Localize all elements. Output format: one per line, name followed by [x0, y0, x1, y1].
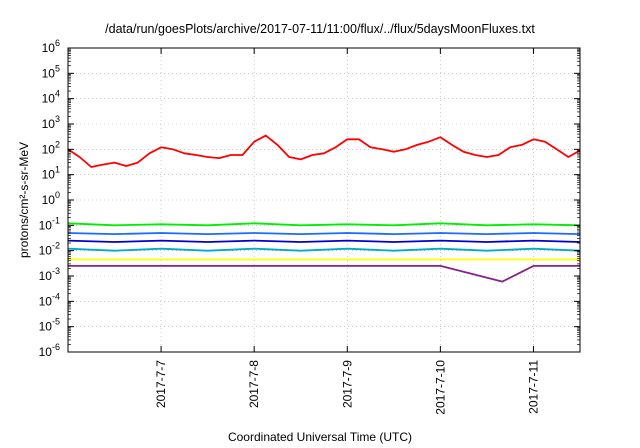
x-axis-ticks: 2017-7-7 2017-7-8 2017-7-9 2017-7-10 2017-7-… [154, 48, 540, 415]
y-tick-label: 105 [42, 63, 60, 80]
series-line-3 [67, 232, 581, 235]
x-axis-label: Coordinated Universal Time (UTC) [227, 430, 413, 444]
y-tick-label: 101 [42, 165, 60, 182]
y-tick-label: 100 [42, 190, 60, 207]
y-axis-label: protons/cm²-s-sr-MeV [17, 141, 31, 259]
series-line-1 [67, 134, 581, 168]
y-tick-label: 104 [42, 89, 60, 106]
series-line-2 [67, 222, 581, 227]
y-tick-label: 106 [42, 38, 60, 55]
y-tick-label: 10-2 [39, 241, 60, 258]
x-tick-label: 2017-7-7 [154, 360, 168, 408]
series-group [67, 134, 581, 283]
x-tick-label: 2017-7-10 [433, 360, 447, 415]
y-tick-label: 102 [42, 139, 60, 156]
series-line-7 [68, 265, 580, 283]
y-tick-label: 10-5 [39, 317, 60, 334]
grid-lines [68, 48, 580, 352]
y-tick-label: 10-3 [39, 266, 60, 283]
series-line-5 [67, 247, 581, 252]
x-tick-label: 2017-7-11 [526, 360, 540, 414]
y-tick-label: 103 [42, 114, 60, 131]
y-tick-label: 10-1 [39, 215, 60, 232]
y-tick-label: 10-4 [39, 291, 60, 308]
series-line-4 [67, 239, 581, 243]
chart-title: /data/run/goesPlots/archive/2017-07-11/1… [105, 22, 535, 36]
y-axis-ticks: 10-6 10-5 10-4 10-3 10-2 10-1 100 101 102 103 104 1… [39, 38, 580, 359]
x-tick-label: 2017-7-9 [340, 360, 354, 408]
y-tick-label: 10-6 [39, 342, 60, 359]
x-tick-label: 2017-7-8 [247, 360, 261, 408]
